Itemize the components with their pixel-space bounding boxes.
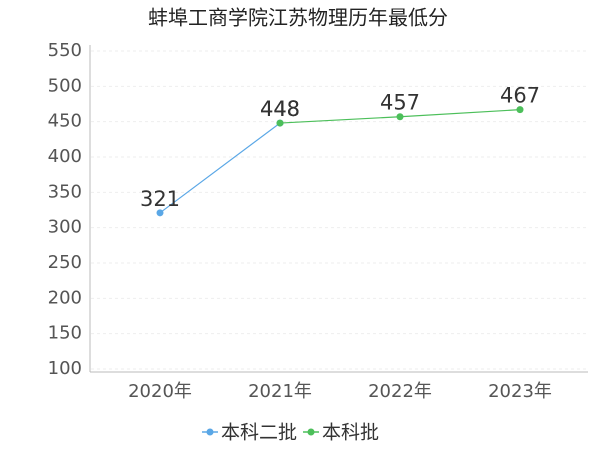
data-label: 321 [140, 187, 180, 211]
x-tick-label: 2020年 [128, 381, 192, 402]
legend-label: 本科批 [322, 422, 379, 444]
y-tick-label: 350 [48, 181, 82, 202]
y-tick-label: 200 [48, 287, 82, 308]
y-tick-label: 450 [48, 111, 82, 132]
y-tick-label: 400 [48, 146, 82, 167]
x-tick-label: 2022年 [368, 381, 432, 402]
data-point [156, 209, 164, 217]
y-tick-label: 150 [48, 323, 82, 344]
y-tick-label: 100 [48, 358, 82, 379]
legend-swatch [206, 428, 214, 436]
x-tick-label: 2021年 [248, 381, 312, 402]
data-label: 448 [260, 97, 300, 121]
series-line [159, 122, 281, 214]
y-tick-label: 550 [48, 40, 82, 61]
data-point [396, 113, 404, 121]
data-point [516, 106, 524, 114]
data-label: 467 [500, 84, 540, 108]
y-tick-label: 500 [48, 75, 82, 96]
y-tick-label: 300 [48, 217, 82, 238]
data-label: 457 [380, 91, 420, 115]
x-tick-label: 2023年 [488, 381, 552, 402]
data-label: 448 [260, 97, 300, 121]
legend-swatch [307, 428, 315, 436]
chart-title: 蚌埠工商学院江苏物理历年最低分 [148, 6, 448, 30]
legend-label: 本科二批 [221, 422, 297, 444]
data-point [276, 119, 284, 127]
y-tick-label: 250 [48, 252, 82, 273]
